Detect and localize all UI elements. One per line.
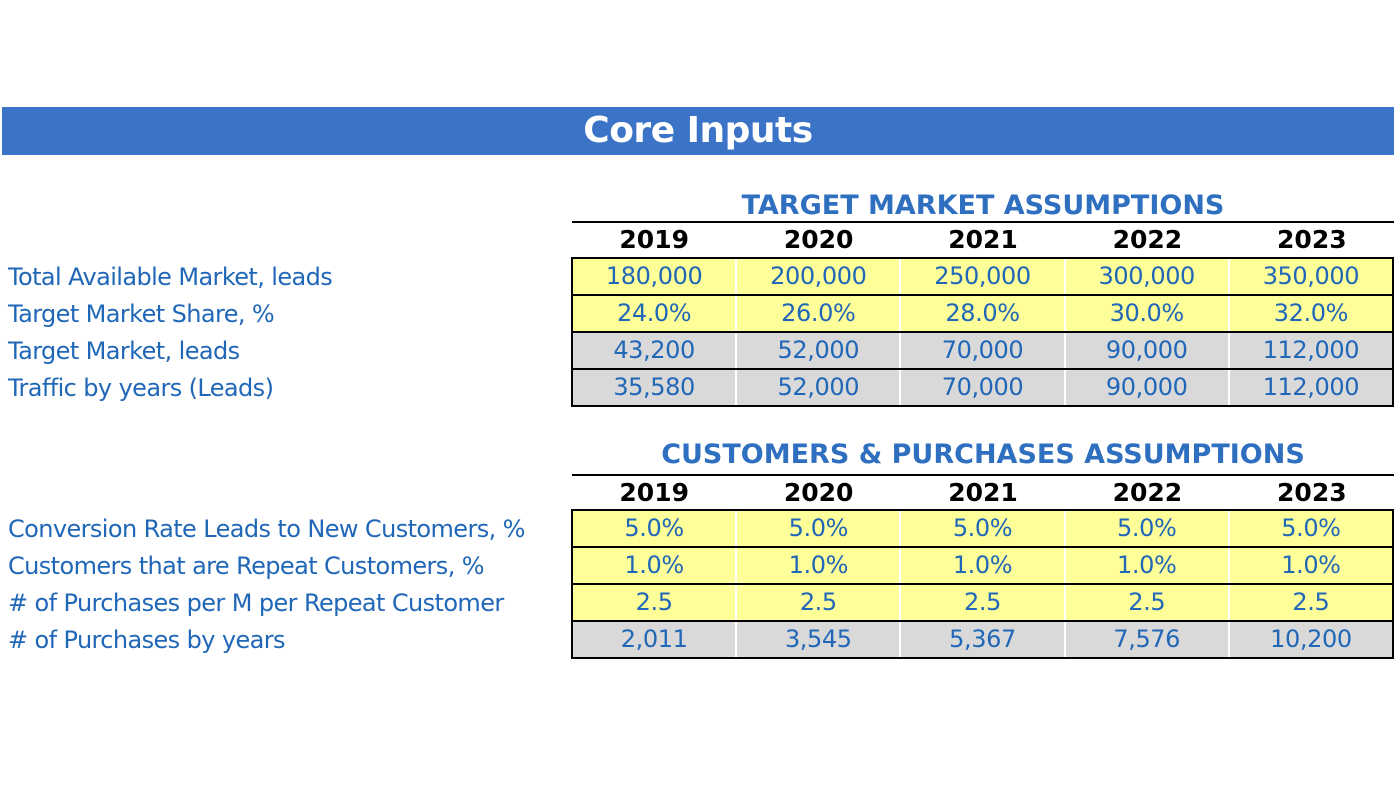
target-market-year-header: 2019 2020 2021 2022 2023 — [572, 221, 1394, 257]
input-cell[interactable]: 26.0% — [737, 296, 902, 331]
calculated-cell[interactable]: 90,000 — [1065, 370, 1230, 405]
calculated-cell[interactable]: 70,000 — [901, 333, 1066, 368]
calculated-cell[interactable]: 35,580 — [573, 370, 738, 405]
year-header-cell: 2020 — [783, 478, 854, 507]
table-row: 5.0% 5.0% 5.0% 5.0% 5.0% — [573, 511, 1393, 548]
calculated-cell[interactable]: 43,200 — [573, 333, 738, 368]
input-cell[interactable]: 250,000 — [901, 259, 1066, 294]
table-row: 35,580 52,000 70,000 90,000 112,000 — [573, 370, 1393, 405]
target-market-title: TARGET MARKET ASSUMPTIONS — [741, 190, 1225, 221]
row-label-purchases-by-years: # of Purchases by years — [8, 626, 286, 654]
input-cell[interactable]: 32.0% — [1229, 296, 1393, 331]
input-cell[interactable]: 5.0% — [573, 511, 738, 546]
input-cell[interactable]: 5.0% — [737, 511, 902, 546]
input-cell[interactable]: 24.0% — [573, 296, 738, 331]
table-row: 43,200 52,000 70,000 90,000 112,000 — [573, 333, 1393, 370]
row-label-target-market: Target Market, leads — [8, 337, 240, 365]
table-row: 2.5 2.5 2.5 2.5 2.5 — [573, 585, 1393, 622]
input-cell[interactable]: 5.0% — [1229, 511, 1393, 546]
calculated-cell[interactable]: 112,000 — [1229, 333, 1393, 368]
input-cell[interactable]: 200,000 — [737, 259, 902, 294]
year-header-cell: 2023 — [1277, 478, 1347, 507]
year-header-cell: 2022 — [1112, 478, 1183, 507]
input-cell[interactable]: 5.0% — [1065, 511, 1230, 546]
row-label-conversion-rate: Conversion Rate Leads to New Customers, … — [8, 515, 525, 543]
input-cell[interactable]: 1.0% — [737, 548, 902, 583]
target-market-table: 180,000 200,000 250,000 300,000 350,000 … — [571, 257, 1394, 407]
customers-row-labels: Conversion Rate Leads to New Customers, … — [8, 511, 525, 659]
calculated-cell[interactable]: 7,576 — [1065, 622, 1230, 657]
table-row: 180,000 200,000 250,000 300,000 350,000 — [573, 259, 1393, 296]
input-cell[interactable]: 1.0% — [901, 548, 1066, 583]
year-header-cell: 2019 — [619, 225, 689, 254]
input-cell[interactable]: 1.0% — [1229, 548, 1393, 583]
input-cell[interactable]: 350,000 — [1229, 259, 1393, 294]
calculated-cell[interactable]: 2,011 — [573, 622, 738, 657]
input-cell[interactable]: 300,000 — [1065, 259, 1230, 294]
row-label-traffic-by-years: Traffic by years (Leads) — [8, 374, 274, 402]
calculated-cell[interactable]: 52,000 — [737, 370, 902, 405]
table-row: 1.0% 1.0% 1.0% 1.0% 1.0% — [573, 548, 1393, 585]
page-banner-title: Core Inputs — [2, 107, 1394, 155]
row-label-repeat-customers: Customers that are Repeat Customers, % — [8, 552, 485, 580]
calculated-cell[interactable]: 70,000 — [901, 370, 1066, 405]
year-header-cell: 2023 — [1277, 225, 1347, 254]
year-header-cell: 2019 — [619, 478, 689, 507]
target-market-row-labels: Total Available Market, leads Target Mar… — [8, 259, 333, 407]
customers-table: 5.0% 5.0% 5.0% 5.0% 5.0% 1.0% 1.0% 1.0% … — [571, 509, 1394, 659]
customers-purchases-title: CUSTOMERS & PURCHASES ASSUMPTIONS — [661, 439, 1305, 470]
row-label-target-market-share: Target Market Share, % — [8, 300, 275, 328]
table-row: 2,011 3,545 5,367 7,576 10,200 — [573, 622, 1393, 657]
row-label-purchases-per-repeat-customer: # of Purchases per M per Repeat Customer — [8, 589, 504, 617]
row-label-total-available-market: Total Available Market, leads — [8, 263, 333, 291]
input-cell[interactable]: 2.5 — [901, 585, 1066, 620]
input-cell[interactable]: 2.5 — [1065, 585, 1230, 620]
year-header-cell: 2021 — [948, 225, 1018, 254]
input-cell[interactable]: 2.5 — [1229, 585, 1393, 620]
input-cell[interactable]: 30.0% — [1065, 296, 1230, 331]
year-header-cell: 2020 — [783, 225, 854, 254]
input-cell[interactable]: 1.0% — [1065, 548, 1230, 583]
calculated-cell[interactable]: 10,200 — [1229, 622, 1393, 657]
calculated-cell[interactable]: 112,000 — [1229, 370, 1393, 405]
calculated-cell[interactable]: 5,367 — [901, 622, 1066, 657]
input-cell[interactable]: 180,000 — [573, 259, 738, 294]
table-row: 24.0% 26.0% 28.0% 30.0% 32.0% — [573, 296, 1393, 333]
input-cell[interactable]: 28.0% — [901, 296, 1066, 331]
calculated-cell[interactable]: 52,000 — [737, 333, 902, 368]
year-header-cell: 2021 — [948, 478, 1018, 507]
calculated-cell[interactable]: 90,000 — [1065, 333, 1230, 368]
customers-year-header: 2019 2020 2021 2022 2023 — [572, 474, 1394, 510]
input-cell[interactable]: 2.5 — [737, 585, 902, 620]
calculated-cell[interactable]: 3,545 — [737, 622, 902, 657]
input-cell[interactable]: 5.0% — [901, 511, 1066, 546]
input-cell[interactable]: 1.0% — [573, 548, 738, 583]
year-header-cell: 2022 — [1112, 225, 1183, 254]
input-cell[interactable]: 2.5 — [573, 585, 738, 620]
